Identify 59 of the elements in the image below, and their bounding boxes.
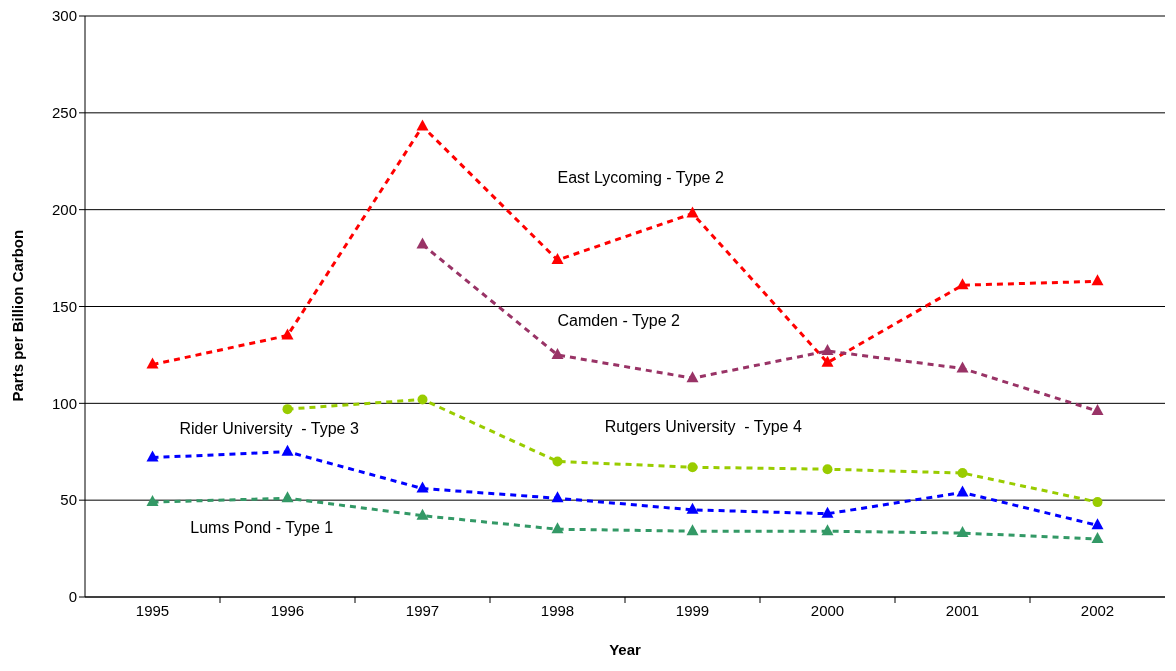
point [821, 506, 834, 518]
point [1091, 518, 1104, 530]
point [282, 404, 293, 415]
point [687, 462, 698, 473]
point [416, 508, 429, 520]
point [551, 347, 564, 359]
point [956, 361, 969, 373]
point [146, 495, 159, 507]
x-tick-label: 2001 [945, 601, 980, 619]
point [686, 502, 699, 514]
x-axis-title: Year [609, 641, 642, 658]
y-tick-label: 150 [51, 297, 77, 315]
y-tick-label: 0 [68, 588, 77, 606]
x-tick-label: 1997 [405, 601, 440, 619]
y-tick-label: 300 [51, 7, 77, 25]
point [551, 491, 564, 503]
series-label: Rutgers University - Type 4 [604, 418, 802, 436]
point [956, 526, 969, 538]
point [281, 444, 294, 456]
point [281, 491, 294, 503]
point [1091, 274, 1104, 286]
point [146, 357, 159, 369]
point [822, 464, 833, 475]
point [1091, 404, 1104, 416]
point [686, 206, 699, 218]
x-tick-label: 1996 [270, 601, 305, 619]
x-tick-label: 1998 [540, 601, 575, 619]
x-tick-label: 1995 [135, 601, 170, 619]
point [1092, 497, 1103, 508]
point [146, 450, 159, 462]
y-axis-title: Parts per Billion Carbon [9, 229, 27, 402]
x-tick-label: 2000 [810, 601, 845, 619]
point [821, 524, 834, 536]
point [957, 468, 968, 479]
y-tick-label: 50 [60, 491, 77, 509]
y-tick-label: 100 [51, 394, 77, 412]
point [551, 522, 564, 534]
y-tick-label: 250 [51, 104, 77, 122]
point [417, 394, 428, 405]
point [686, 524, 699, 536]
series-label: Camden - Type 2 [557, 311, 681, 329]
point [956, 278, 969, 290]
point [956, 485, 969, 497]
x-tick-label: 2002 [1080, 601, 1115, 619]
point [821, 344, 834, 356]
series-label: Rider University - Type 3 [179, 420, 359, 438]
point [416, 237, 429, 249]
point [281, 328, 294, 340]
point [416, 119, 429, 131]
point [551, 253, 564, 265]
text: East Lycoming - Type 2 [557, 168, 724, 186]
series-label: Lums Pond - Type 1 [190, 519, 334, 537]
point [416, 481, 429, 493]
point [1091, 531, 1104, 543]
point [821, 355, 834, 367]
point [552, 456, 563, 467]
x-tick-label: 1999 [675, 601, 710, 619]
y-tick-label: 200 [51, 200, 77, 218]
point [686, 371, 699, 383]
